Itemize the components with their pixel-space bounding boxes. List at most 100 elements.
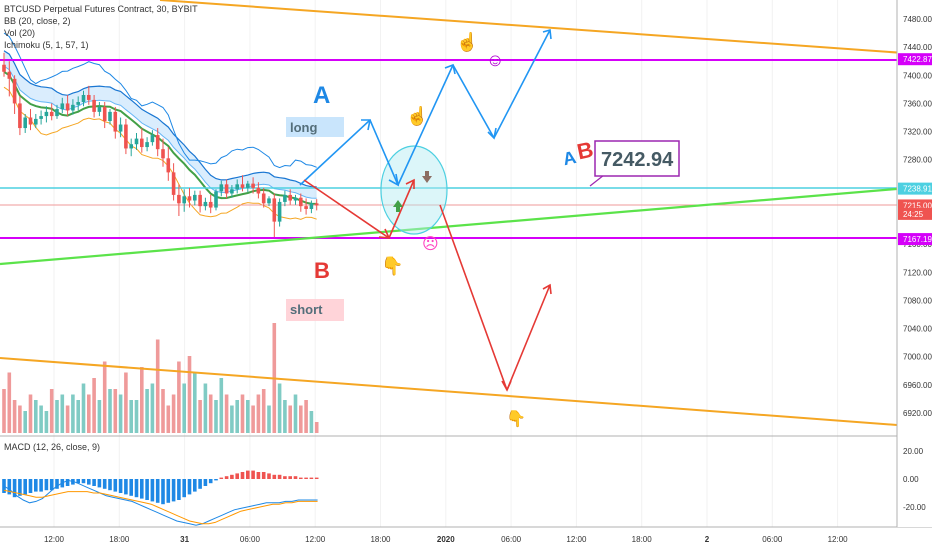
price-tag-label: 24:25 bbox=[903, 210, 924, 219]
volume-bar bbox=[76, 400, 80, 433]
volume-bar bbox=[171, 394, 176, 433]
volume-bar bbox=[182, 383, 186, 433]
long-box[interactable] bbox=[286, 117, 344, 137]
volume-bar bbox=[299, 405, 303, 433]
volume-bar bbox=[283, 400, 287, 433]
candle-body bbox=[92, 99, 96, 112]
macd-hist-bar bbox=[34, 479, 38, 492]
candle-body bbox=[251, 183, 255, 188]
candle-body bbox=[155, 135, 160, 150]
price-callout-box[interactable] bbox=[594, 140, 680, 177]
volume-bar bbox=[118, 394, 123, 433]
vol-legend[interactable]: Vol (20) bbox=[4, 28, 36, 38]
volume-bar bbox=[198, 400, 202, 433]
macd-hist-bar bbox=[261, 472, 266, 479]
macd-hist-bar bbox=[134, 479, 139, 498]
volume-bar bbox=[102, 361, 107, 433]
macd-hist-bar bbox=[81, 479, 86, 484]
candle-body bbox=[76, 102, 80, 105]
macd-hist-bar bbox=[129, 479, 133, 496]
candle-body bbox=[34, 118, 38, 125]
candle-body bbox=[288, 194, 292, 201]
volume-bar bbox=[145, 389, 149, 433]
scenario-b-arrowheads bbox=[378, 178, 552, 392]
price-tick-label: 7480.00 bbox=[903, 15, 932, 24]
macd-hist-bar bbox=[76, 479, 80, 484]
candle-body bbox=[277, 201, 282, 222]
candle-body bbox=[87, 94, 91, 100]
macd-legend[interactable]: MACD (12, 26, close, 9) bbox=[4, 442, 101, 452]
time-axis-ticks: 12:00 18:00 31 06:00 12:00 18:00 2020 06:00 12:0… bbox=[44, 535, 848, 544]
upper-orange-trendline[interactable] bbox=[159, 0, 932, 56]
time-tick-label: 12:00 bbox=[44, 535, 65, 544]
candle-body bbox=[230, 189, 234, 194]
macd-hist-bar bbox=[224, 476, 229, 479]
volume-bar bbox=[44, 411, 49, 433]
volume-bar bbox=[203, 383, 208, 433]
macd-hist-bar bbox=[39, 479, 43, 492]
time-tick-label: 18:00 bbox=[109, 535, 130, 544]
candle-body bbox=[7, 71, 12, 79]
macd-hist-bar bbox=[256, 472, 261, 479]
price-tick-label: 7000.00 bbox=[903, 353, 932, 362]
macd-axis-ticks: 20.00 0.00 -20.00 bbox=[903, 447, 926, 512]
candle-body bbox=[18, 103, 22, 129]
candle-body bbox=[166, 158, 171, 173]
volume-bar bbox=[224, 394, 229, 433]
volume-bar bbox=[34, 400, 38, 433]
macd-hist-bar bbox=[177, 479, 181, 500]
price-tick-label: 7360.00 bbox=[903, 99, 932, 108]
candle-body bbox=[134, 138, 139, 145]
volume-bar bbox=[309, 411, 314, 433]
macd-hist-bar bbox=[240, 472, 245, 479]
scenario-b-path bbox=[303, 179, 551, 391]
short-label: short bbox=[290, 302, 323, 317]
macd-hist-bar bbox=[7, 479, 12, 495]
ichimoku-cloud bbox=[4, 50, 317, 199]
volume-bar bbox=[240, 394, 245, 433]
decision-zone-circle[interactable] bbox=[380, 145, 448, 235]
symbol-legend[interactable]: BTCUSD Perpetual Futures Contract, 30, B… bbox=[4, 4, 198, 14]
macd-hist-bar bbox=[92, 479, 96, 486]
volume-bar bbox=[288, 405, 292, 433]
hand-pointer-up-icon: ☝ bbox=[456, 31, 478, 53]
scenario-a-arrowheads bbox=[361, 28, 552, 187]
macd-hist-bar bbox=[65, 479, 70, 486]
macd-hist-bar bbox=[118, 479, 123, 493]
macd-hist-bar bbox=[203, 479, 208, 486]
price-tick-label: 7120.00 bbox=[903, 268, 932, 277]
time-tick-label: 18:00 bbox=[632, 535, 653, 544]
short-box[interactable] bbox=[286, 299, 344, 321]
scenario-a-label: A bbox=[313, 82, 330, 109]
time-gridlines bbox=[53, 0, 839, 527]
macd-hist-bar bbox=[102, 479, 107, 489]
macd-tick-label: 20.00 bbox=[903, 447, 924, 456]
green-trendline[interactable] bbox=[0, 184, 932, 266]
macd-hist-bar bbox=[309, 477, 314, 479]
price-tick-label: 6960.00 bbox=[903, 381, 932, 390]
time-tick-label: 2 bbox=[705, 535, 710, 544]
macd-hist-bar bbox=[283, 476, 287, 479]
price-axis[interactable] bbox=[897, 0, 932, 527]
volume-bar bbox=[161, 389, 165, 433]
long-label: long bbox=[290, 120, 317, 135]
macd-hist-bar bbox=[246, 470, 250, 479]
candle-body bbox=[187, 196, 192, 201]
candle-body bbox=[2, 64, 6, 72]
volume-bar bbox=[134, 400, 139, 433]
macd-hist-bar bbox=[12, 479, 17, 498]
candlesticks bbox=[2, 52, 319, 238]
macd-hist-bar bbox=[314, 477, 319, 479]
ichimoku-legend[interactable]: Ichimoku (5, 1, 57, 1) bbox=[4, 40, 89, 50]
candle-body bbox=[240, 184, 245, 188]
bb-legend[interactable]: BB (20, close, 2) bbox=[4, 16, 71, 26]
candle-body bbox=[177, 194, 181, 204]
time-tick-label: 06:00 bbox=[762, 535, 783, 544]
volume-bar bbox=[246, 400, 250, 433]
macd-hist-bar bbox=[251, 470, 255, 479]
price-tag-box bbox=[898, 182, 932, 195]
candle-body bbox=[198, 194, 202, 207]
volume-bar bbox=[65, 405, 70, 433]
lower-orange-trendline[interactable] bbox=[0, 357, 898, 426]
